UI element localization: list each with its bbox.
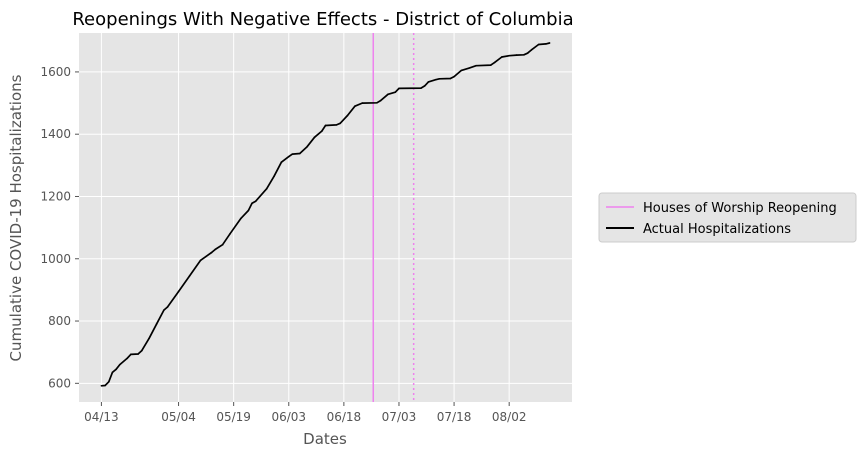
data-point [291,153,294,155]
data-point [354,105,356,107]
data-point [467,67,470,69]
data-point [126,357,128,360]
y-tick-label: 1000 [40,252,71,266]
data-point [177,290,180,293]
data-point [313,136,316,139]
data-point [335,124,338,126]
reopening-lines [372,33,415,402]
data-point [247,209,250,212]
data-point [251,202,253,205]
x-tick-label: 05/04 [161,410,196,424]
grid-layer [79,33,572,402]
data-point [394,91,397,93]
series-layer [100,42,551,387]
data-point [129,353,132,356]
data-point [199,259,202,262]
data-point [115,368,117,371]
y-tick-label: 1400 [40,127,71,141]
legend: Houses of Worship Reopening Actual Hospi… [598,192,857,243]
series-line-actual-hospitalizations [101,42,550,387]
data-point [321,130,323,132]
data-point [265,187,268,190]
y-tick-label: 1200 [40,189,71,203]
data-point [163,309,165,311]
data-point [107,380,110,383]
y-tick-label: 600 [48,376,71,390]
data-point [210,251,213,254]
data-point [530,49,533,51]
data-point [379,99,382,102]
data-point [280,161,283,164]
data-point [148,337,150,339]
data-point [490,64,492,66]
data-point [306,145,308,148]
data-point [515,54,518,56]
data-point [100,385,103,387]
data-point [493,61,496,64]
data-point [427,81,430,83]
legend-label-worship: Houses of Worship Reopening [643,201,837,216]
tick-layer: 04/13 05/04 05/19 06/03 06/18 07/03 07/18 08/02… [40,65,526,424]
data-point [545,43,547,45]
data-point [398,87,400,90]
data-point [229,233,231,235]
data-point [387,93,389,96]
data-point [104,384,106,387]
data-point [155,323,158,325]
data-point [141,349,143,352]
data-point [118,363,121,366]
data-point [361,102,364,104]
data-point [508,54,510,57]
y-axis-label: Cumulative COVID-19 Hospitalizations [7,74,25,361]
x-tick-label: 07/18 [437,410,472,424]
data-point [254,200,257,202]
data-point [273,175,275,178]
x-tick-label: 08/02 [492,410,527,424]
data-point [475,64,477,67]
legend-label-actual: Actual Hospitalizations [643,222,791,237]
data-point [449,77,452,80]
data-point [423,85,426,87]
legend-box [598,192,857,243]
data-point [453,75,455,78]
data-point [346,114,349,117]
x-tick-label: 06/18 [327,410,362,424]
data-point [376,101,378,104]
data-point [221,243,224,246]
plot-area [79,33,572,402]
y-tick-label: 800 [48,314,71,328]
x-axis-label: Dates [303,430,347,448]
data-point [137,353,139,355]
x-tick-label: 05/19 [216,410,251,424]
data-point [214,248,217,251]
data-point [548,42,551,44]
data-point [287,155,290,158]
x-tick-label: 06/03 [271,410,306,424]
data-point [298,152,301,155]
data-point [166,306,169,308]
data-point [240,217,242,220]
y-tick-label: 1600 [40,65,71,79]
data-point [537,43,540,46]
data-point [434,78,437,81]
data-point [339,122,341,125]
chart-title: Reopenings With Negative Effects - Distr… [72,9,573,30]
data-point [420,87,422,89]
data-point [324,124,327,127]
data-point [460,69,463,72]
data-point [523,53,525,56]
x-tick-label: 04/13 [84,410,119,424]
x-tick-label: 07/03 [382,410,417,424]
data-point [111,371,114,374]
data-point [501,56,503,58]
data-point [188,275,191,277]
data-point [526,52,529,55]
data-point [438,77,441,80]
